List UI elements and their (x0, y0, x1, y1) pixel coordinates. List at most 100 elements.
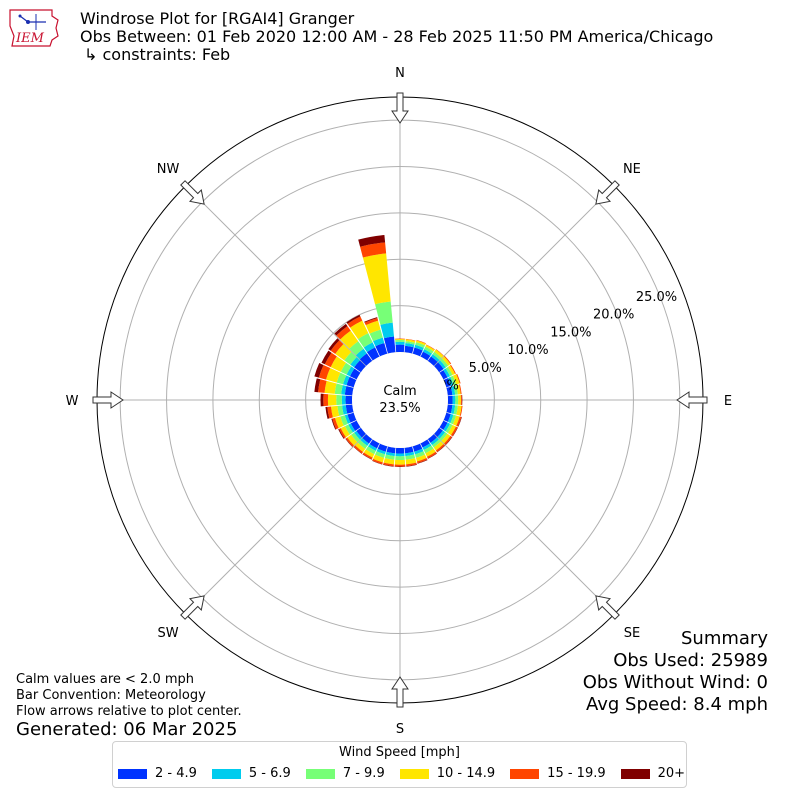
windrose-bar-segment (340, 330, 359, 349)
direction-label: E (724, 394, 732, 409)
windrose-bar-segment (386, 446, 396, 454)
windrose-bar-segment (395, 341, 405, 345)
windrose-bar-segment (435, 444, 445, 452)
windrose-bar-segment (436, 445, 446, 453)
direction-label: NE (623, 162, 641, 177)
windrose-bar-segment (456, 373, 461, 384)
windrose-bar-segment (450, 426, 458, 437)
flow-arrow (676, 391, 708, 409)
windrose-bar-segment (376, 448, 386, 455)
windrose-bar-segment (336, 326, 351, 340)
flow-arrow (595, 595, 620, 620)
legend-label: 20+ (657, 766, 686, 781)
radial-tick-label: 20.0% (593, 308, 634, 323)
windrose-bar-segment (427, 453, 437, 459)
windrose-bar-segment (346, 376, 357, 388)
windrose-bar-segment (331, 418, 337, 430)
windrose-bar-segment (383, 462, 394, 467)
windrose-bar-segment (450, 414, 457, 425)
windrose-bar-segment (384, 454, 395, 460)
windrose-bar-segment (345, 438, 353, 448)
legend-label: 5 - 6.9 (248, 766, 291, 781)
windrose-bar-segment (456, 416, 462, 427)
windrose-bar-segment (415, 340, 426, 346)
windrose-bar-segment (445, 436, 453, 446)
flow-arrow-shape (595, 595, 620, 620)
flow-arrow (595, 180, 620, 205)
windrose-bar-segment (335, 344, 352, 361)
direction-label: SW (158, 626, 179, 641)
windrose-bar-segment (426, 344, 435, 350)
windrose-bar-segment (342, 405, 348, 415)
windrose-bar-segment (350, 320, 369, 340)
windrose-bar-segment (434, 349, 444, 358)
windrose-bar-segment (459, 405, 463, 416)
windrose-bar-segment (445, 366, 453, 377)
legend-swatch (211, 768, 241, 779)
windrose-bar-segment (324, 352, 337, 368)
windrose-bar-segment (395, 447, 405, 454)
windrose-bar-segment (456, 405, 462, 416)
windrose-bar-segment (427, 356, 438, 366)
windrose-bar-segment (350, 357, 360, 368)
windrose-bar-segment (395, 339, 405, 341)
windrose-bar-segment (424, 346, 434, 354)
windrose-bar-segment (365, 446, 376, 455)
windrose-bar-segment (338, 428, 345, 439)
flow-arrow-shape (595, 180, 620, 205)
radial-tick-label: 10.0% (507, 343, 548, 358)
calm-circle (352, 352, 448, 448)
legend-swatch (510, 768, 540, 779)
summary-title: Summary (681, 628, 768, 649)
windrose-bar-segment (334, 323, 348, 336)
windrose-bar-segment (434, 427, 443, 437)
calm-label: Calm (383, 384, 416, 399)
note-arrows: Flow arrows relative to plot center. (16, 704, 242, 719)
windrose-bar-segment (453, 385, 458, 395)
summary-obs-without-wind: Obs Without Wind: 0 (582, 672, 768, 693)
legend-items: 2 - 4.9 5 - 6.9 7 - 9.9 10 - 14.9 15 - 1… (118, 766, 685, 781)
windrose-bar-segment (405, 338, 416, 341)
windrose-bar-segment (347, 434, 358, 446)
windrose-bars (314, 234, 463, 468)
windrose-bar-segment (456, 384, 461, 395)
windrose-bar-segment (365, 320, 381, 334)
direction-label: SE (624, 626, 640, 641)
windrose-bar-segment (394, 459, 406, 465)
windrose-bar-segment (404, 446, 414, 454)
windrose-bar-segment (355, 442, 366, 452)
windrose-bar-segment (346, 314, 361, 324)
windrose-bar-segment (342, 375, 350, 386)
windrose-bar-segment (440, 358, 449, 368)
windrose-bar-segment (324, 380, 337, 394)
windrose-bar-segment (341, 385, 347, 395)
windrose-bar-segment (364, 317, 379, 326)
flow-arrow-shape (391, 92, 409, 124)
chart-subtitle: Obs Between: 01 Feb 2020 12:00 AM - 28 F… (80, 27, 714, 46)
legend-label: 2 - 4.9 (155, 766, 197, 781)
windrose-bar-segment (455, 395, 459, 405)
windrose-bar-segment (452, 374, 460, 385)
chart-constraints: ↳ constraints: Feb (84, 45, 231, 64)
flow-arrow-shape (92, 391, 124, 409)
windrose-bar-segment (341, 395, 346, 405)
windrose-bar-segment (434, 362, 444, 373)
windrose-bar-segment (318, 379, 327, 393)
windrose-bar-segment (414, 448, 424, 455)
windrose-bar-segment (383, 458, 395, 465)
radial-tick-label: 15.0% (550, 325, 591, 340)
iem-logo: IEM (6, 6, 62, 50)
windrose-bar-segment (441, 433, 451, 444)
flow-arrows (92, 92, 708, 708)
windrose-bar-segment (357, 440, 368, 449)
windrose-bar-segment (375, 451, 386, 458)
windrose-bar-segment (355, 348, 367, 360)
windrose-bar-segment (450, 386, 456, 396)
windrose-bar-segment (395, 339, 405, 342)
legend-item: 10 - 14.9 (399, 766, 495, 781)
legend-label: 15 - 19.9 (547, 766, 606, 781)
windrose-bar-segment (447, 424, 456, 436)
windrose-bar-segment (444, 355, 452, 365)
windrose-bar-segment (354, 360, 366, 373)
windrose-bar-segment (327, 394, 337, 406)
